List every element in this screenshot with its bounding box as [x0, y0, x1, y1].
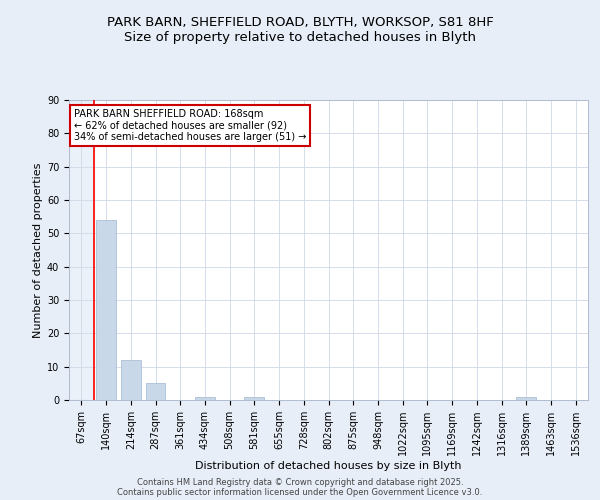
Text: PARK BARN, SHEFFIELD ROAD, BLYTH, WORKSOP, S81 8HF: PARK BARN, SHEFFIELD ROAD, BLYTH, WORKSO… [107, 16, 493, 29]
Bar [195, 396, 215, 400]
X-axis label: Distribution of detached houses by size in Blyth: Distribution of detached houses by size … [195, 461, 462, 471]
Bar [69, 100, 94, 400]
Bar [517, 396, 536, 400]
Bar [121, 360, 140, 400]
Text: Size of property relative to detached houses in Blyth: Size of property relative to detached ho… [124, 31, 476, 44]
Text: Contains HM Land Registry data © Crown copyright and database right 2025.
Contai: Contains HM Land Registry data © Crown c… [118, 478, 482, 497]
Bar [96, 220, 116, 400]
Text: PARK BARN SHEFFIELD ROAD: 168sqm
← 62% of detached houses are smaller (92)
34% o: PARK BARN SHEFFIELD ROAD: 168sqm ← 62% o… [74, 109, 307, 142]
Y-axis label: Number of detached properties: Number of detached properties [33, 162, 43, 338]
Bar [146, 384, 166, 400]
Bar [244, 396, 264, 400]
